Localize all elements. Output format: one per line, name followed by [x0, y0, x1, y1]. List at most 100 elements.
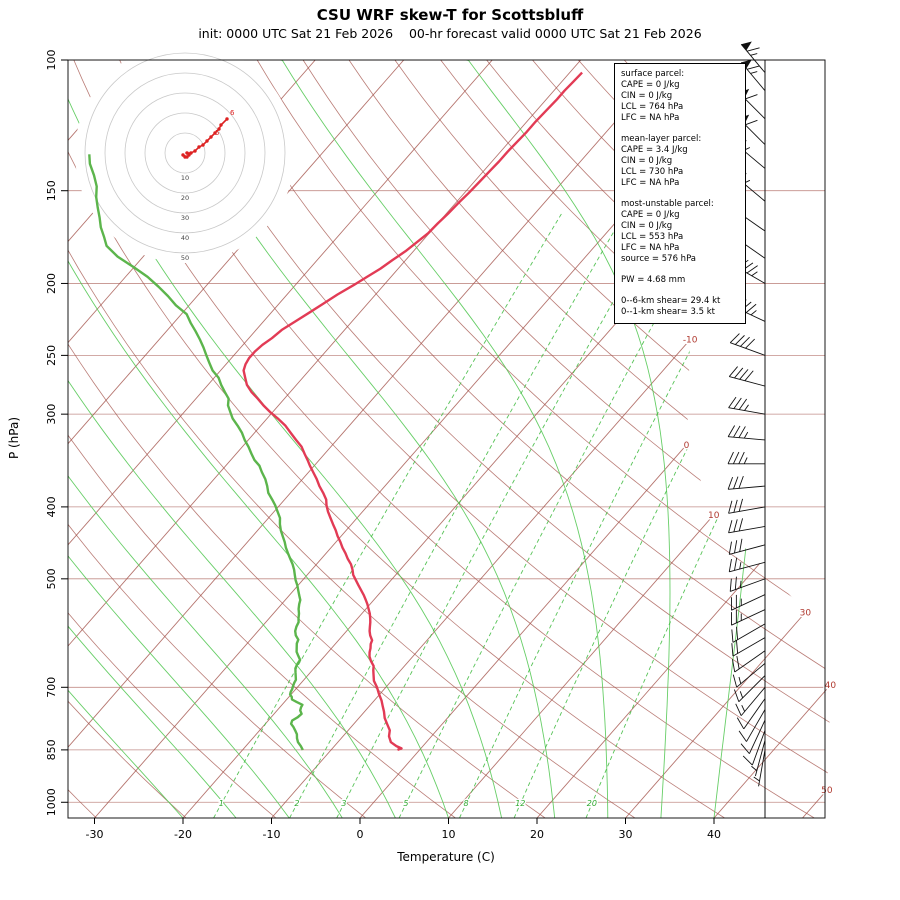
- temp-tick-label: 0: [357, 828, 364, 841]
- hodograph-inset: 10 20 30 40 50 5 6: [75, 43, 295, 263]
- wind-barb: [728, 525, 766, 534]
- wind-barb: [740, 687, 766, 716]
- hodograph-ring-label: 50: [181, 254, 189, 262]
- mixing-ratio-label: 12: [515, 799, 525, 808]
- moist-adiabat-line: [68, 60, 343, 818]
- dry-adiabat-line: [68, 60, 277, 818]
- wind-barb: [751, 730, 766, 766]
- pressure-tick-label: 100: [45, 50, 58, 71]
- isotherm-label: 40: [825, 681, 837, 691]
- pressure-tick-label: 200: [45, 273, 58, 294]
- temperature-curve: [242, 71, 583, 752]
- hodograph-km-label: 6: [230, 109, 235, 117]
- chart-subtitle: init: 0000 UTC Sat 21 Feb 2026 00-hr for…: [198, 26, 702, 41]
- moist-adiabat-line: [68, 60, 449, 818]
- hodograph-ring: [104, 72, 266, 234]
- moist-adiabat-line: [466, 60, 671, 818]
- hodograph-ring-label: 10: [181, 174, 189, 182]
- isotherm-label: 0: [684, 441, 690, 451]
- isotherm-line: [536, 60, 831, 818]
- wind-barb: [728, 407, 766, 415]
- mixing-ratio-label: 1: [219, 799, 224, 808]
- mean-layer-parcel-title: mean-layer parcel:: [621, 134, 702, 144]
- dry-adiabat-line: [0, 60, 7, 818]
- surface-parcel-cape: CAPE = 0 J/kg: [621, 80, 680, 90]
- isotherm-line: [68, 60, 670, 818]
- temp-tick-label: -30: [86, 828, 104, 841]
- hodograph-ring-label: 40: [181, 234, 189, 242]
- temp-tick-label: 30: [619, 828, 633, 841]
- surface-parcel-title: surface parcel:: [621, 69, 685, 79]
- wind-barb: [738, 675, 766, 703]
- wind-barb: [730, 342, 766, 356]
- axes-group: -30 -20 -10 0 10 20 30 401001502002503004005007…: [45, 50, 826, 841]
- most-unstable-parcel-cin: CIN = 0 J/kg: [621, 221, 673, 231]
- most-unstable-parcel-title: most-unstable parcel:: [621, 199, 714, 209]
- pressure-tick-label: 250: [45, 345, 58, 366]
- dry-adiabat-line: [440, 60, 831, 818]
- hodograph-ring: [84, 52, 286, 254]
- most-unstable-parcel-lcl: LCL = 553 hPa: [621, 232, 684, 242]
- temp-tick-label: 20: [530, 828, 544, 841]
- most-unstable-parcel-cape: CAPE = 0 J/kg: [621, 210, 680, 220]
- wind-barb: [743, 698, 766, 730]
- dry-adiabat-line: [68, 60, 636, 818]
- most-unstable-parcel-source: source = 576 hPa: [621, 254, 697, 264]
- moist-adiabat-line: [68, 60, 290, 818]
- surface-parcel-lcl: LCL = 764 hPa: [621, 102, 684, 112]
- temp-tick-label: 10: [442, 828, 456, 841]
- isotherm-line: [68, 60, 493, 818]
- wind-barb: [736, 663, 766, 688]
- mixing-ratio-line: [336, 211, 665, 818]
- precipitable-water: PW = 4.68 mm: [621, 275, 686, 285]
- surface-parcel-lfc: LFC = NA hPa: [621, 113, 680, 123]
- mixing-ratio-label: 8: [463, 799, 468, 808]
- moist-adiabat-line: [68, 60, 396, 818]
- pressure-tick-label: 150: [45, 180, 58, 201]
- isotherm-line: [68, 60, 582, 818]
- wind-barb: [729, 561, 766, 573]
- isotherm-label: 30: [800, 608, 812, 618]
- isotherm-label: 50: [821, 786, 833, 796]
- wind-barb: [746, 709, 766, 742]
- plot-border: [67, 59, 826, 819]
- moist-adiabat-line: [280, 60, 609, 818]
- wind-barb: [732, 637, 766, 657]
- hodograph-km-label: 5: [215, 129, 219, 137]
- hodograph-ring: [164, 132, 206, 174]
- dry-adiabat-line: [68, 60, 366, 818]
- dry-adiabat-line: [302, 60, 831, 818]
- isotherm-line: [68, 60, 405, 818]
- most-unstable-parcel-lfc: LFC = NA hPa: [621, 243, 680, 253]
- shear-0-6km: 0--6-km shear= 29.4 kt: [621, 296, 721, 306]
- surface-parcel-cin: CIN = 0 J/kg: [621, 91, 673, 101]
- wind-barb: [728, 436, 766, 441]
- wind-barb: [728, 506, 766, 514]
- pressure-tick-label: 700: [45, 677, 58, 698]
- temp-tick-label: -20: [174, 828, 192, 841]
- mixing-ratio-line: [289, 211, 626, 818]
- wind-barb: [758, 749, 766, 787]
- mixing-ratio-line: [459, 211, 765, 818]
- hodograph-ring-label: 30: [181, 214, 189, 222]
- dry-adiabat-line: [68, 60, 456, 818]
- mean-layer-parcel-cin: CIN = 0 J/kg: [621, 156, 673, 166]
- wind-barb: [754, 740, 766, 777]
- dry-adiabat-line: [211, 60, 831, 818]
- moist-adiabat-line: [68, 60, 237, 818]
- isotherm-label: 10: [708, 511, 720, 521]
- wind-barb: [731, 609, 766, 626]
- isotherm-line: [802, 60, 831, 818]
- mean-layer-parcel-cape: CAPE = 3.4 J/kg: [621, 145, 688, 155]
- wind-barb: [728, 485, 766, 490]
- dry-adiabat-line: [256, 60, 831, 818]
- mixing-ratio-label: 5: [403, 799, 408, 808]
- isotherm-line: [625, 60, 831, 818]
- mean-layer-parcel-lcl: LCL = 730 hPa: [621, 167, 684, 177]
- pressure-tick-label: 1000: [45, 788, 58, 816]
- wind-barb: [732, 623, 766, 643]
- temp-tick-label: 40: [707, 828, 721, 841]
